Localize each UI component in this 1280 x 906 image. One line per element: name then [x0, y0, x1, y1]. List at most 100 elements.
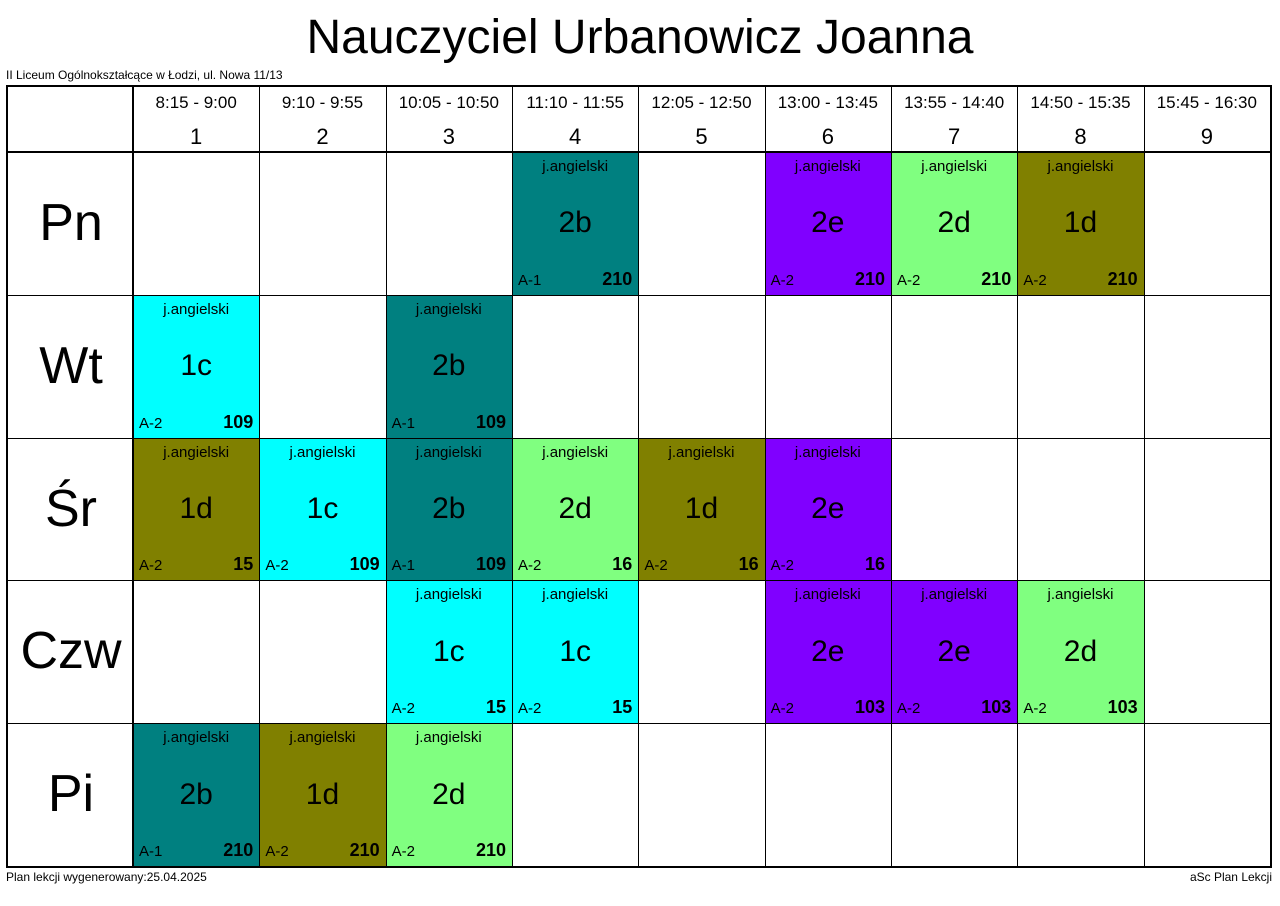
period-time: 13:55 - 14:40	[904, 93, 1005, 112]
period-number: 9	[1200, 124, 1213, 149]
lesson-subject: j.angielski	[794, 443, 861, 461]
period-header: 13:55 - 14:40 7	[891, 87, 1017, 153]
lesson-class: 2b	[432, 491, 466, 525]
lesson-room: 103	[981, 697, 1012, 718]
lesson-class: 2b	[558, 206, 592, 240]
lesson-cell[interactable]: j.angielski 2b A-1 210	[512, 152, 639, 295]
grid-line	[8, 151, 1270, 153]
grid-line	[1017, 87, 1019, 866]
period-time: 8:15 - 9:00	[155, 93, 237, 112]
lesson-class: 1c	[432, 634, 465, 668]
lesson-group: A-2	[139, 557, 163, 575]
lesson-group: A-2	[265, 557, 289, 575]
grid-line	[512, 87, 513, 866]
lesson-class: 2e	[811, 634, 845, 668]
grid-line	[132, 87, 134, 866]
grid-line	[8, 437, 1270, 439]
lesson-room: 109	[349, 554, 380, 575]
lesson-group: A-2	[518, 557, 542, 575]
lesson-subject: j.angielski	[415, 443, 482, 461]
lesson-room: 210	[854, 268, 885, 289]
lesson-cell[interactable]: j.angielski 2d A-2 210	[891, 152, 1018, 295]
day-label: Śr	[45, 479, 97, 538]
lesson-group: A-2	[897, 700, 921, 718]
lesson-group: A-2	[770, 271, 794, 289]
lesson-cell[interactable]: j.angielski 1c A-2 15	[512, 580, 639, 724]
lesson-cell[interactable]: j.angielski 2b A-1 109	[385, 294, 512, 438]
lesson-room: 16	[738, 554, 759, 575]
lesson-cell[interactable]: j.angielski 2b A-1 210	[133, 723, 260, 866]
lesson-room: 15	[485, 697, 506, 718]
period-header: 10:05 - 10:50 3	[386, 87, 512, 153]
period-time: 9:10 - 9:55	[281, 93, 364, 112]
lesson-class: 2b	[432, 349, 466, 383]
grid-line	[8, 723, 1270, 725]
lesson-cell[interactable]: j.angielski 1c A-2 109	[259, 437, 386, 581]
lesson-class: 1c	[559, 634, 591, 668]
day-label: Pn	[39, 194, 103, 252]
day-label: Pi	[47, 765, 95, 824]
lesson-cell[interactable]: j.angielski 2e A-2 103	[891, 580, 1018, 724]
period-number: 2	[316, 124, 329, 149]
page-title: Nauczyciel Urbanowicz Joanna	[306, 11, 974, 64]
lesson-subject: j.angielski	[289, 729, 356, 747]
lesson-cell[interactable]: j.angielski 2e A-2 103	[764, 580, 891, 724]
lesson-subject: j.angielski	[415, 300, 482, 318]
lesson-cell[interactable]: j.angielski 2d A-2 16	[512, 437, 639, 581]
app-name: aSc Plan Lekcji	[1189, 870, 1272, 884]
lesson-room: 103	[854, 697, 885, 718]
school-name: II Liceum Ogólnokształcące w Łodzi, ul. …	[6, 68, 283, 82]
lesson-subject: j.angielski	[794, 158, 861, 175]
lesson-cell[interactable]: j.angielski 2b A-1 109	[385, 437, 512, 581]
lesson-room: 109	[475, 554, 506, 575]
lesson-group: A-2	[265, 842, 289, 860]
period-time: 13:00 - 13:45	[777, 93, 878, 112]
lesson-subject: j.angielski	[542, 443, 609, 461]
lesson-class: 2d	[1063, 634, 1098, 668]
lesson-cell[interactable]: j.angielski 2d A-2 210	[385, 723, 512, 866]
lesson-subject: j.angielski	[1047, 158, 1114, 175]
lesson-group: A-2	[391, 700, 415, 718]
lesson-cell[interactable]: j.angielski 2d A-2 103	[1017, 580, 1144, 724]
lesson-class: 2d	[558, 491, 592, 525]
grid-line	[385, 87, 387, 866]
lesson-group: A-1	[391, 557, 415, 575]
period-number: 4	[569, 124, 582, 149]
period-time: 14:50 - 15:35	[1030, 93, 1131, 112]
lesson-group: A-2	[644, 557, 668, 575]
lesson-subject: j.angielski	[163, 443, 230, 461]
grid-line	[891, 87, 892, 866]
lesson-class: 2d	[937, 206, 971, 240]
period-header: 13:00 - 13:45 6	[765, 87, 891, 153]
period-header: 12:05 - 12:50 5	[638, 87, 764, 153]
lesson-subject: j.angielski	[542, 586, 609, 604]
lesson-cell[interactable]: j.angielski 2e A-2 16	[764, 437, 891, 581]
lesson-group: A-1	[139, 842, 163, 860]
lesson-subject: j.angielski	[794, 586, 861, 604]
lesson-group: A-1	[391, 414, 415, 432]
period-number: 8	[1074, 124, 1087, 149]
lesson-class: 2b	[179, 777, 213, 811]
lesson-cell[interactable]: j.angielski 1d A-2 15	[133, 437, 260, 581]
lesson-room: 210	[349, 839, 380, 860]
lesson-cell[interactable]: j.angielski 1d A-2 16	[638, 437, 765, 581]
grid-line	[8, 294, 1270, 296]
period-header: 8:15 - 9:00 1	[133, 87, 259, 153]
lesson-cell[interactable]: j.angielski 1d A-2 210	[259, 723, 386, 866]
lesson-class: 1c	[180, 349, 212, 383]
period-time: 15:45 - 16:30	[1156, 93, 1257, 112]
grid-line	[638, 87, 640, 866]
lesson-subject: j.angielski	[921, 586, 988, 604]
lesson-cell[interactable]: j.angielski 1c A-2 109	[133, 294, 260, 438]
lesson-subject: j.angielski	[668, 443, 735, 461]
timetable-grid: 8:15 - 9:00 1 9:10 - 9:55 2 10:05 - 10:50 3 11…	[6, 85, 1272, 868]
lesson-cell[interactable]: j.angielski 1d A-2 210	[1017, 152, 1144, 295]
lesson-cell[interactable]: j.angielski 1c A-2 15	[385, 580, 512, 724]
lesson-class: 2e	[811, 491, 845, 525]
lesson-room: 109	[475, 411, 506, 432]
day-label: Wt	[39, 336, 103, 395]
period-header: 14:50 - 15:35 8	[1017, 87, 1143, 153]
grid-line	[764, 87, 766, 866]
lesson-cell[interactable]: j.angielski 2e A-2 210	[764, 152, 891, 295]
lesson-class: 1d	[1063, 206, 1098, 240]
